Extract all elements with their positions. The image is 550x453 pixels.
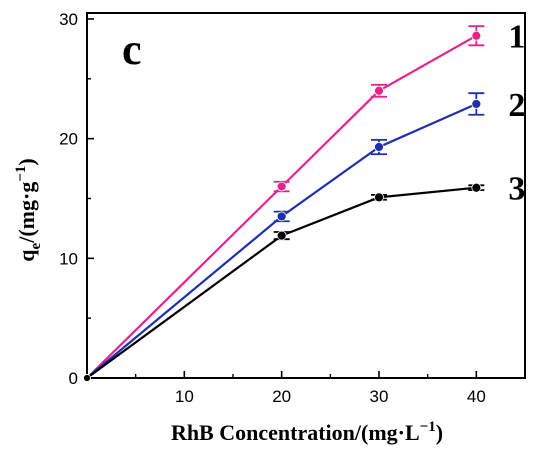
- series-tag-3: 3: [508, 171, 525, 208]
- data-point: [471, 182, 482, 193]
- series-layer: 1 2 3: [83, 19, 525, 382]
- plot-frame: [86, 12, 526, 379]
- series-1: 1: [83, 19, 525, 382]
- x-tick-label: 30: [370, 387, 389, 406]
- data-point: [374, 85, 384, 96]
- series-3: 3: [83, 171, 525, 382]
- y-tick-label: 10: [59, 249, 78, 268]
- x-tick-label: 40: [467, 387, 486, 406]
- data-point: [276, 181, 287, 192]
- series-2: 2: [83, 87, 525, 382]
- series-tag-2: 2: [508, 87, 525, 124]
- data-point: [374, 142, 384, 152]
- x-axis-title: RhB Concentration/(mg·L−1): [171, 419, 443, 445]
- series-tag-1: 1: [508, 19, 525, 56]
- axes: 10 20 30 40 10 20 30 0: [59, 10, 526, 406]
- origin-label: 0: [69, 369, 78, 388]
- data-point: [471, 30, 482, 41]
- data-point: [276, 230, 287, 241]
- y-axis-title: qe/(mg·g−1): [13, 158, 44, 261]
- panel-letter: c: [122, 25, 142, 74]
- data-point: [83, 374, 91, 382]
- x-tick-label: 20: [272, 387, 291, 406]
- data-point: [374, 192, 384, 203]
- y-tick-label: 20: [59, 130, 78, 149]
- data-point: [276, 211, 287, 222]
- series-line: [86, 102, 477, 379]
- x-tick-label: 10: [175, 387, 194, 406]
- series-line: [86, 186, 477, 379]
- y-tick-label: 30: [59, 10, 78, 29]
- series-line: [86, 34, 477, 379]
- data-point: [471, 99, 482, 109]
